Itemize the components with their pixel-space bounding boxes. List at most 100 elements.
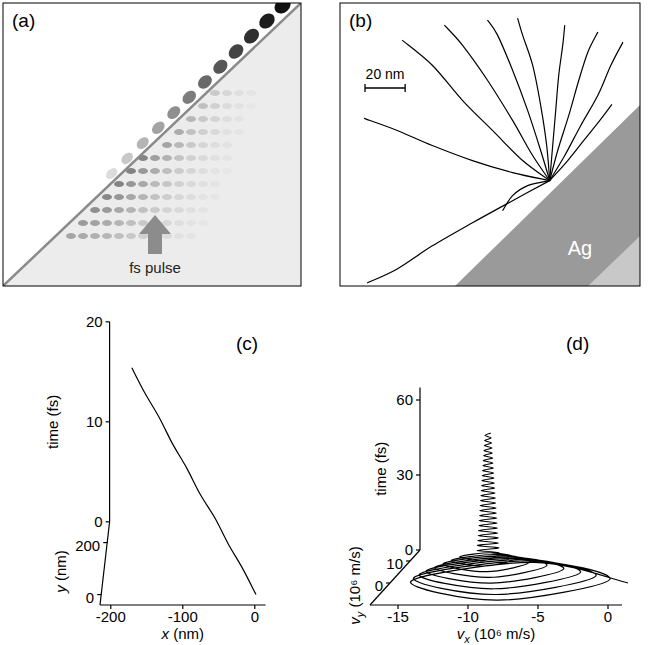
panel-ground [3, 3, 301, 286]
field-stripe [210, 155, 220, 161]
field-stripe [162, 168, 172, 174]
field-stripe [162, 207, 172, 213]
trajectory [550, 42, 623, 180]
field-stripe [210, 194, 220, 200]
region-label: Ag [568, 237, 592, 259]
field-stripe [198, 207, 208, 213]
time-tick-label: 0 [405, 541, 413, 558]
trajectory [550, 32, 598, 181]
field-stripe [198, 142, 208, 148]
x-tick-label: -100 [168, 608, 198, 625]
time-tick [416, 474, 420, 475]
y-axis-title: y (nm) [52, 550, 69, 594]
y-axis-title: vy (10⁶ m/s) [346, 546, 366, 624]
trajectory [367, 181, 550, 283]
trajectories [364, 18, 623, 283]
x-tick-label: -15 [387, 608, 409, 625]
pulse-arrow [139, 215, 171, 254]
trajectory [364, 118, 550, 180]
time-axis-title: time (fs) [372, 442, 389, 496]
y-tick-label: 10 [386, 555, 403, 572]
x-axis [370, 604, 622, 605]
field-stripe [210, 129, 220, 135]
field-stripe [246, 90, 256, 96]
x-tick-label: -200 [96, 608, 126, 625]
trajectory [503, 181, 550, 211]
time-tick [106, 521, 110, 522]
y-tick-label: 200 [75, 537, 100, 554]
trajectory-3d [132, 368, 256, 595]
y-tick [103, 542, 107, 543]
field-stripe [222, 168, 232, 174]
field-stripe [138, 168, 148, 174]
field-stripe [150, 207, 160, 213]
time-tick-label: 10 [86, 413, 103, 430]
field-stripe [210, 168, 220, 174]
y-tick [406, 560, 410, 561]
field-stripe [198, 220, 208, 226]
trajectory [550, 25, 565, 181]
trajectory-3d [411, 433, 628, 600]
field-stripe [210, 90, 220, 96]
field-stripe [234, 129, 244, 135]
x-tick-label: -5 [531, 608, 544, 625]
field-stripe [114, 233, 124, 239]
field-stripe [138, 194, 148, 200]
field-stripe [150, 168, 160, 174]
field-stripe [210, 116, 220, 122]
time-tick [416, 549, 420, 550]
field-stripe [126, 220, 136, 226]
panel-title: (c) [236, 333, 258, 354]
metal-band [588, 236, 640, 286]
field-stripe [150, 194, 160, 200]
field-stripe [138, 207, 148, 213]
field-stripe [198, 168, 208, 174]
panel-frame [3, 3, 301, 286]
scale-label: 20 nm [366, 66, 405, 82]
field-stripe [222, 142, 232, 148]
field-stripe [162, 181, 172, 187]
plasmon-lobe [271, 3, 293, 17]
x-tick-label: 0 [251, 608, 259, 625]
field-stripe [138, 181, 148, 187]
field-stripe [174, 155, 184, 161]
field-stripe [186, 155, 196, 161]
time-tick-label: 60 [396, 391, 413, 408]
field-stripe [222, 90, 232, 96]
time-tick [106, 321, 110, 322]
panel-3d: -200-1000020001020x (nm)y (nm)time (fs)(… [44, 313, 266, 642]
field-stripe [210, 181, 220, 187]
time-tick [106, 421, 110, 422]
field-stripe [222, 116, 232, 122]
y-tick-label: 0 [375, 577, 383, 594]
time-tick [416, 399, 420, 400]
field-stripe [234, 103, 244, 109]
field-stripe [174, 142, 184, 148]
y-axis [100, 522, 110, 605]
field-stripe [186, 207, 196, 213]
x-axis-title: vx (10⁶ m/s) [457, 625, 535, 645]
field-stripe [198, 103, 208, 109]
field-stripe [198, 194, 208, 200]
plot-area [411, 433, 628, 600]
field-stripe [78, 220, 88, 226]
plot-area [132, 368, 256, 595]
field-stripe [114, 220, 124, 226]
time-tick-label: 30 [396, 466, 413, 483]
panel-title: (a) [12, 10, 35, 31]
panel-title: (d) [566, 333, 589, 354]
field-stripe [186, 168, 196, 174]
field-stripe [186, 233, 196, 239]
field-stripe [162, 155, 172, 161]
field-map [3, 3, 301, 286]
field-stripe [174, 194, 184, 200]
x-tick-label: 0 [604, 608, 612, 625]
trajectory [444, 25, 549, 181]
panel-3d: -15-10-5001003060vx (10⁶ m/s)vy (10⁶ m/s… [346, 333, 628, 645]
annotation: fs pulse [129, 259, 181, 276]
panel-frame [340, 3, 640, 286]
field-stripe [174, 129, 184, 135]
field-stripe [174, 181, 184, 187]
field-stripe [210, 142, 220, 148]
field-stripe [90, 207, 100, 213]
